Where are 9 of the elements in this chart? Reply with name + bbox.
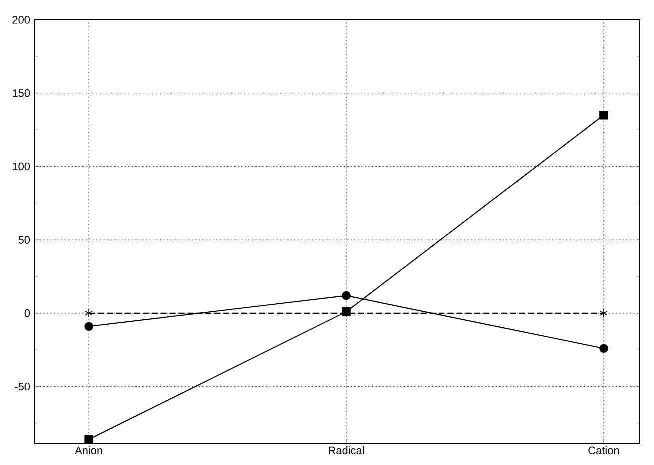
y-tick-label: 100 bbox=[13, 162, 30, 171]
y-tick-label: 0 bbox=[24, 310, 30, 318]
x-tick-label: Radical bbox=[329, 446, 364, 455]
y-tick-label: -50 bbox=[15, 382, 30, 391]
x-tick-label: Cation bbox=[588, 446, 620, 455]
y-tick-label: 150 bbox=[13, 89, 30, 98]
x-tick-label: Anion bbox=[75, 446, 102, 455]
y-tick-label: 50 bbox=[18, 236, 30, 244]
y-tick-label: 200 bbox=[12, 16, 30, 24]
